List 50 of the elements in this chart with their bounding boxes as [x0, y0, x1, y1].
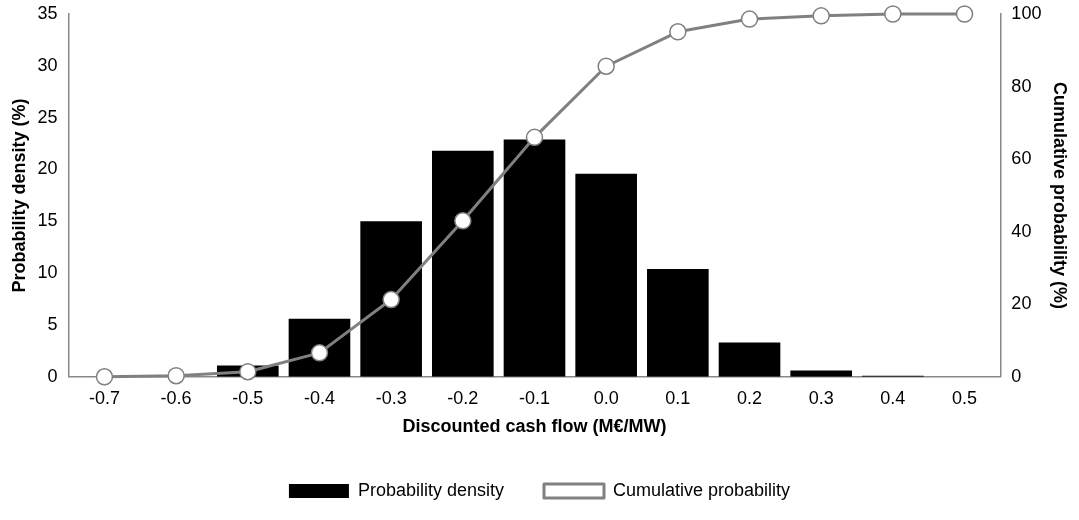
y2-tick-label: 0 — [1011, 365, 1022, 386]
bar — [503, 139, 566, 377]
point — [95, 368, 114, 386]
point — [955, 5, 974, 23]
legend-label: Probability density — [357, 479, 504, 500]
x-tick-label: -0.1 — [518, 387, 551, 408]
x-tick-label: -0.5 — [232, 387, 264, 408]
point — [597, 57, 615, 75]
y-tick-label: 25 — [37, 106, 58, 127]
x-tick-label: 0.1 — [665, 387, 691, 408]
x-tick-label: -0.4 — [303, 387, 335, 408]
point — [740, 10, 759, 28]
point — [812, 7, 830, 25]
legend-label: Cumulative probability — [613, 479, 791, 500]
bar — [647, 269, 709, 377]
x-tick-label: 0.3 — [808, 387, 834, 408]
y-tick-label: 0 — [47, 365, 58, 386]
x-tick-label: -0.7 — [88, 387, 120, 408]
y2-tick-label: 100 — [1011, 2, 1042, 23]
point — [669, 23, 687, 41]
y2-axis-title: Cumulative probability (%) — [1050, 81, 1071, 309]
y-tick-label: 35 — [37, 2, 58, 23]
y-tick-label: 20 — [37, 158, 58, 179]
y-tick-label: 5 — [47, 313, 58, 334]
point — [382, 290, 400, 309]
x-axis-title: Discounted cash flow (M€/MW) — [402, 416, 667, 437]
x-tick-label: -0.6 — [160, 387, 192, 408]
y-tick-label: 15 — [37, 210, 58, 231]
bar — [575, 173, 637, 377]
x-tick-label: 0.2 — [737, 387, 763, 408]
point — [525, 128, 544, 147]
point — [454, 212, 472, 230]
bar — [718, 342, 781, 377]
x-tick-label: 0.0 — [593, 387, 619, 408]
y2-tick-label: 20 — [1011, 293, 1032, 314]
x-tick-label: -0.3 — [375, 387, 407, 408]
point — [167, 366, 185, 385]
y2-tick-label: 40 — [1011, 220, 1032, 241]
x-tick-label: -0.2 — [447, 387, 479, 408]
point — [239, 362, 257, 381]
x-tick-label: 0.4 — [880, 387, 906, 408]
y-axis-title: Probability density (%) — [8, 98, 29, 293]
x-tick-label: 0.5 — [952, 387, 978, 408]
y-tick-label: 10 — [37, 262, 58, 283]
y-tick-label: 30 — [37, 54, 58, 75]
y2-tick-label: 60 — [1011, 148, 1032, 169]
bar — [360, 221, 422, 377]
bar — [432, 150, 494, 377]
y2-tick-label: 80 — [1011, 75, 1032, 96]
point — [884, 5, 902, 23]
